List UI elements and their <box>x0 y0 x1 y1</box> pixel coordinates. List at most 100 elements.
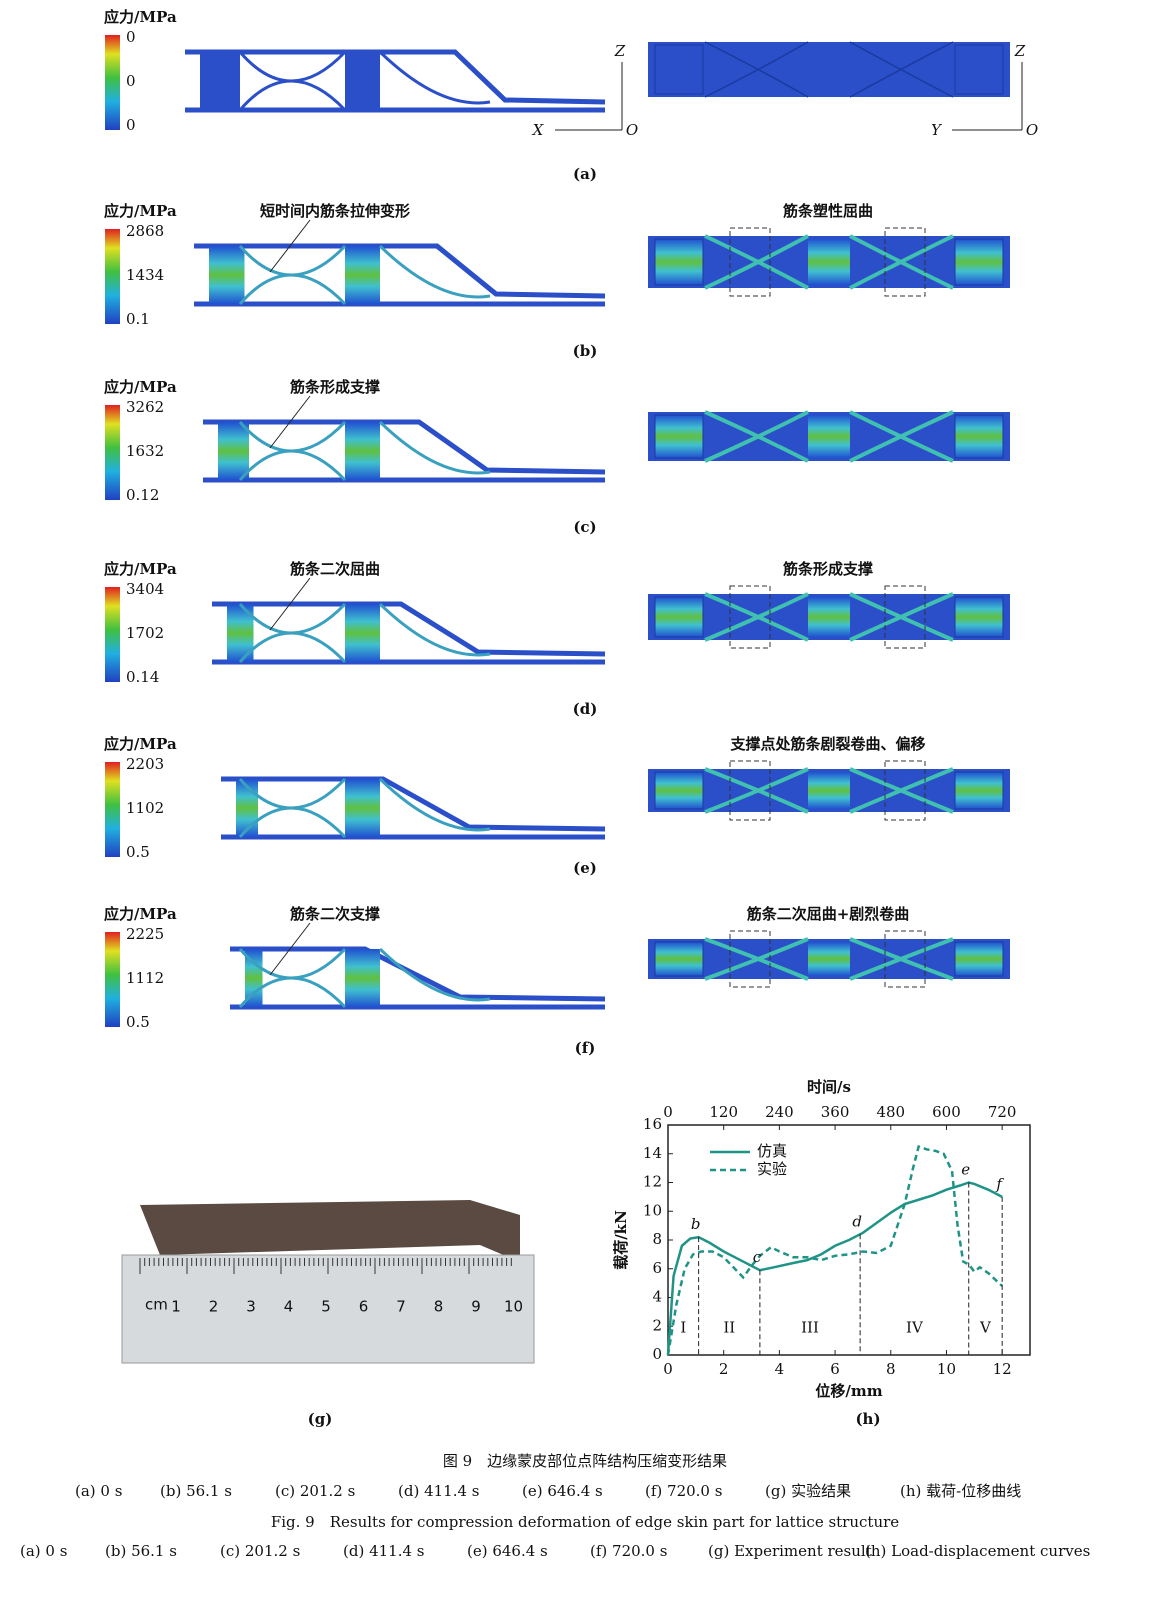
caption-item: (a) 0 s <box>20 1542 67 1560</box>
axis-letter: Z <box>1014 42 1026 60</box>
colorbar-tick: 1434 <box>126 266 164 284</box>
model-block <box>654 44 704 95</box>
annotation-leader <box>269 219 311 273</box>
caption-item: (c) 201.2 s <box>275 1482 355 1500</box>
caption-item: (b) 56.1 s <box>160 1482 232 1500</box>
point-label: f <box>995 1175 1004 1193</box>
model-block <box>218 422 249 480</box>
axis-letter: O <box>626 121 638 139</box>
colorbar <box>105 35 120 130</box>
y-tick-label: 14 <box>643 1144 662 1162</box>
colorbar-tick: 0 <box>126 28 136 46</box>
model-block <box>345 422 380 480</box>
model-block <box>200 52 240 110</box>
model-block <box>808 597 850 637</box>
point-label: c <box>753 1248 762 1266</box>
x-tick-label: 6 <box>830 1360 840 1378</box>
x-tick-label: 0 <box>663 1360 673 1378</box>
colorbar-tick: 1102 <box>126 799 164 817</box>
caption-item: (e) 646.4 s <box>522 1482 603 1500</box>
stage-label: II <box>723 1318 735 1336</box>
stage-label: V <box>979 1318 992 1336</box>
model-block <box>808 415 850 458</box>
colorbar-tick: 0.5 <box>126 1013 150 1031</box>
model-rib <box>238 777 491 839</box>
panel-label: (h) <box>855 1410 880 1428</box>
model-rib <box>238 947 491 1009</box>
legend-label: 实验 <box>757 1160 787 1178</box>
model-cross <box>704 767 954 814</box>
y-tick-label: 2 <box>652 1316 662 1334</box>
colorbar-tick: 2868 <box>126 222 164 240</box>
legend-title: 应力/MPa <box>104 378 177 396</box>
model-rib <box>238 420 491 482</box>
ruler-number: 6 <box>359 1298 369 1316</box>
legend-title: 应力/MPa <box>104 8 177 26</box>
model-rib <box>238 50 491 112</box>
y-tick-label: 4 <box>652 1288 662 1306</box>
caption-item: (f) 720.0 s <box>645 1482 722 1500</box>
axis-arrows <box>555 62 1023 131</box>
colorbar-tick: 1702 <box>126 624 164 642</box>
model-block <box>245 949 263 1007</box>
colorbar-tick: 2225 <box>126 925 164 943</box>
colorbar-tick: 3404 <box>126 580 164 598</box>
legend-title: 应力/MPa <box>104 735 177 753</box>
legend-title: 应力/MPa <box>104 560 177 578</box>
model-block <box>954 414 1004 459</box>
model-block <box>654 238 704 286</box>
stage-label: I <box>680 1318 686 1336</box>
caption-item: (h) 载荷-位移曲线 <box>900 1482 1021 1500</box>
model-block <box>954 941 1004 977</box>
model-block <box>345 779 380 837</box>
model-block <box>954 238 1004 286</box>
ruler-unit: cm <box>145 1296 168 1314</box>
colorbar-tick: 2203 <box>126 755 164 773</box>
model-block <box>808 239 850 285</box>
colorbar <box>105 762 120 857</box>
dashed-box <box>884 760 926 821</box>
model-block <box>345 949 380 1007</box>
model-beam <box>185 49 606 105</box>
panel-label: (b) <box>573 342 598 360</box>
caption-item: (d) 411.4 s <box>343 1542 424 1560</box>
x2-tick-label: 480 <box>876 1103 905 1121</box>
panel-label: (e) <box>573 859 597 877</box>
axis-letter: X <box>532 121 545 139</box>
point-label: d <box>852 1212 862 1230</box>
model-block <box>954 44 1004 95</box>
colorbar-tick: 0 <box>126 72 136 90</box>
caption-title: 图 9 边缘蒙皮部位点阵结构压缩变形结果 <box>443 1452 727 1470</box>
colorbar <box>105 932 120 1027</box>
annotation: 短时间内筋条拉伸变形 <box>260 202 410 220</box>
annotation: 支撑点处筋条剧裂卷曲、偏移 <box>729 735 925 753</box>
specimen <box>140 1200 520 1262</box>
x2-tick-label: 720 <box>988 1103 1017 1121</box>
annotation: 筋条二次屈曲 <box>289 560 380 578</box>
panel-label: (d) <box>573 700 598 718</box>
model-front <box>648 42 1010 97</box>
model-cross <box>704 234 954 290</box>
colorbar-tick: 1112 <box>126 969 164 987</box>
caption-title: Fig. 9 Results for compression deformati… <box>271 1513 899 1531</box>
series-line <box>666 1181 1003 1356</box>
model-block <box>808 772 850 809</box>
colorbar <box>105 405 120 500</box>
model-rib <box>238 602 491 664</box>
x2-tick-label: 240 <box>765 1103 794 1121</box>
annotation: 筋条形成支撑 <box>782 560 873 578</box>
y-tick-label: 0 <box>652 1345 662 1363</box>
model-beam <box>230 946 606 1002</box>
model-block <box>654 414 704 459</box>
ruler-number: 3 <box>246 1298 256 1316</box>
colorbar-tick: 1632 <box>126 442 164 460</box>
dashed-box <box>729 760 771 821</box>
y-tick-label: 16 <box>643 1115 662 1133</box>
dashed-box <box>884 227 926 297</box>
model-block <box>345 246 380 304</box>
model-block <box>954 596 1004 638</box>
dashed-box <box>729 930 771 988</box>
colorbar-tick: 0.12 <box>126 486 159 504</box>
colorbar <box>105 587 120 682</box>
